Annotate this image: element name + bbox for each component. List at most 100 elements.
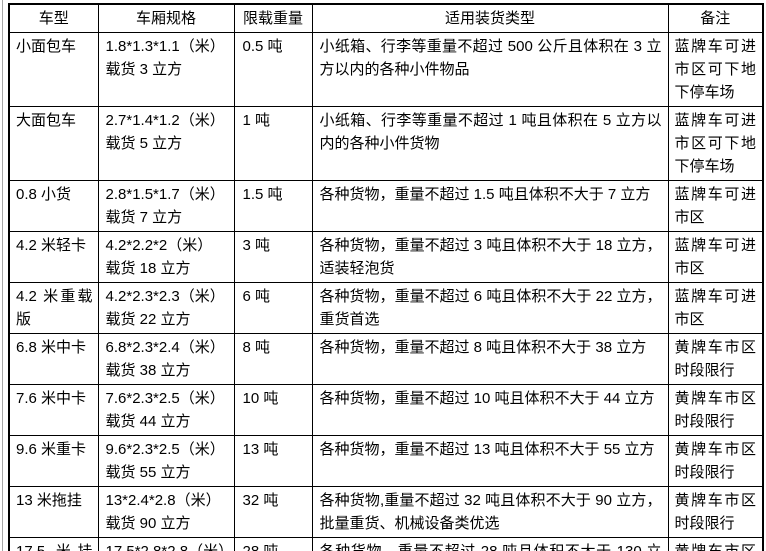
vehicle-type-cell[interactable]: 7.6 米中卡 (8, 383, 99, 436)
remarks-text: 蓝牌车可进市区 (674, 236, 757, 277)
vehicle-type-text: 7.6 米中卡 (16, 389, 87, 407)
vehicle-type-text: 大面包车 (16, 111, 77, 129)
remarks-cell[interactable]: 黄牌车市区时段限行 (667, 536, 764, 551)
load-limit-cell[interactable]: 8 吨 (233, 332, 313, 385)
header-cargo-type[interactable]: 适用装货类型 (311, 3, 669, 33)
cargo-desc-cell[interactable]: 各种货物，重量不超过 8 吨且体积不大于 38 立方 (311, 332, 669, 385)
vehicle-type-text: 4.2 米轻卡 (16, 236, 87, 254)
box-spec-cell[interactable]: 6.8*2.3*2.4（米） 载货 38 立方 (97, 332, 235, 385)
vehicle-type-cell[interactable]: 9.6 米重卡 (8, 434, 99, 487)
box-spec-cell[interactable]: 1.8*1.3*1.1（米） 载货 3 立方 (97, 31, 235, 107)
cargo-desc-text: 小纸箱、行李等重量不超过 1 吨且体积在 5 立方以内的各种小件货物 (319, 111, 662, 152)
table-row: 7.6 米中卡 7.6*2.3*2.5（米） 载货 44 立方 10 吨 各种货… (8, 383, 764, 436)
spec-dimensions: 7.6*2.3*2.5（米） (105, 389, 225, 407)
load-limit-cell[interactable]: 6 吨 (233, 281, 313, 334)
cargo-desc-text: 各种货物，重量不超过 13 吨且体积不大于 55 立方 (319, 440, 655, 458)
header-vehicle-type[interactable]: 车型 (8, 3, 99, 33)
cargo-desc-cell[interactable]: 各种货物，重量不超过 28 吨且体积不大于 130 立方，批量轻泡货、机械设备类… (311, 536, 669, 551)
spec-dimensions: 2.8*1.5*1.7（米） (105, 185, 225, 203)
spec-dimensions: 4.2*2.2*2（米） (105, 236, 213, 254)
cargo-desc-text: 各种货物，重量不超过 3 吨且体积不大于 18 立方，适装轻泡货 (319, 236, 662, 277)
remarks-cell[interactable]: 蓝牌车可进市区 (667, 281, 764, 334)
cargo-desc-cell[interactable]: 各种货物，重量不超过 13 吨且体积不大于 55 立方 (311, 434, 669, 487)
remarks-text: 黄牌车市区时段限行 (674, 389, 757, 430)
box-spec-cell[interactable]: 4.2*2.3*2.3（米） 载货 22 立方 (97, 281, 235, 334)
vehicle-type-cell[interactable]: 4.2 米轻卡 (8, 230, 99, 283)
cargo-desc-cell[interactable]: 小纸箱、行李等重量不超过 1 吨且体积在 5 立方以内的各种小件货物 (311, 105, 669, 181)
spec-dimensions: 4.2*2.3*2.3（米） (105, 287, 225, 305)
box-spec-cell[interactable]: 13*2.4*2.8（米） 载货 90 立方 (97, 485, 235, 538)
box-spec-cell[interactable]: 17.5*2.8*2.8（米） 载货 130 立方 (97, 536, 235, 551)
table-row: 6.8 米中卡 6.8*2.3*2.4（米） 载货 38 立方 8 吨 各种货物… (8, 332, 764, 385)
load-limit-text: 1.5 吨 (242, 185, 283, 203)
vehicle-type-cell[interactable]: 大面包车 (8, 105, 99, 181)
vehicle-type-text: 4.2 米重载版 (16, 287, 93, 328)
remarks-cell[interactable]: 蓝牌车可进市区可下地下停车场 (667, 105, 764, 181)
load-limit-text: 6 吨 (242, 287, 271, 305)
load-limit-cell[interactable]: 13 吨 (233, 434, 313, 487)
vehicle-type-text: 17.5 米挂车 (16, 542, 93, 551)
box-spec-cell[interactable]: 9.6*2.3*2.5（米） 载货 55 立方 (97, 434, 235, 487)
load-limit-cell[interactable]: 3 吨 (233, 230, 313, 283)
remarks-cell[interactable]: 蓝牌车可进市区可下地下停车场 (667, 31, 764, 107)
vehicle-type-cell[interactable]: 4.2 米重载版 (8, 281, 99, 334)
cargo-desc-text: 各种货物，重量不超过 28 吨且体积不大于 130 立方，批量轻泡货、机械设备类… (319, 542, 662, 551)
vehicle-type-text: 13 米拖挂 (16, 491, 82, 509)
cargo-desc-cell[interactable]: 各种货物，重量不超过 6 吨且体积不大于 22 立方，重货首选 (311, 281, 669, 334)
spec-volume: 载货 18 立方 (105, 259, 191, 277)
cargo-desc-cell[interactable]: 各种货物，重量不超过 1.5 吨且体积不大于 7 立方 (311, 179, 669, 232)
spec-volume: 载货 44 立方 (105, 412, 191, 430)
vehicle-type-cell[interactable]: 小面包车 (8, 31, 99, 107)
cargo-desc-cell[interactable]: 各种货物，重量不超过 3 吨且体积不大于 18 立方，适装轻泡货 (311, 230, 669, 283)
load-limit-text: 1 吨 (242, 111, 271, 129)
box-spec-cell[interactable]: 2.8*1.5*1.7（米） 载货 7 立方 (97, 179, 235, 232)
cargo-desc-text: 小纸箱、行李等重量不超过 500 公斤且体积在 3 立方以内的各种小件物品 (319, 37, 662, 78)
vehicle-type-text: 小面包车 (16, 37, 77, 55)
load-limit-cell[interactable]: 28 吨 (233, 536, 313, 551)
table-row: 大面包车 2.7*1.4*1.2（米） 载货 5 立方 1 吨 小纸箱、行李等重… (8, 105, 764, 181)
spec-volume: 载货 5 立方 (105, 134, 183, 152)
spec-volume: 载货 38 立方 (105, 361, 191, 379)
cargo-desc-text: 各种货物，重量不超过 8 吨且体积不大于 38 立方 (319, 338, 647, 356)
cargo-desc-cell[interactable]: 小纸箱、行李等重量不超过 500 公斤且体积在 3 立方以内的各种小件物品 (311, 31, 669, 107)
table-row: 4.2 米重载版 4.2*2.3*2.3（米） 载货 22 立方 6 吨 各种货… (8, 281, 764, 334)
vehicle-type-cell[interactable]: 6.8 米中卡 (8, 332, 99, 385)
box-spec-cell[interactable]: 7.6*2.3*2.5（米） 载货 44 立方 (97, 383, 235, 436)
header-load-limit[interactable]: 限载重量 (233, 3, 313, 33)
vehicle-type-cell[interactable]: 13 米拖挂 (8, 485, 99, 538)
vehicle-type-cell[interactable]: 17.5 米挂车 (8, 536, 99, 551)
remarks-cell[interactable]: 黄牌车市区时段限行 (667, 383, 764, 436)
box-spec-cell[interactable]: 4.2*2.2*2（米） 载货 18 立方 (97, 230, 235, 283)
table-row: 13 米拖挂 13*2.4*2.8（米） 载货 90 立方 32 吨 各种货物,… (8, 485, 764, 538)
table-header-row: 车型 车厢规格 限载重量 适用装货类型 备注 (8, 3, 764, 33)
remarks-cell[interactable]: 黄牌车市区时段限行 (667, 485, 764, 538)
cargo-desc-text: 各种货物，重量不超过 10 吨且体积不大于 44 立方 (319, 389, 655, 407)
vehicle-type-text: 0.8 小货 (16, 185, 72, 203)
header-box-spec[interactable]: 车厢规格 (97, 3, 235, 33)
remarks-text: 蓝牌车可进市区 (674, 185, 757, 226)
vehicle-type-cell[interactable]: 0.8 小货 (8, 179, 99, 232)
cargo-desc-cell[interactable]: 各种货物,重量不超过 32 吨且体积不大于 90 立方，批量重货、机械设备类优选 (311, 485, 669, 538)
vehicle-table: 车型 车厢规格 限载重量 适用装货类型 备注 小面包车 1.8*1.3*1.1（… (8, 3, 764, 551)
load-limit-cell[interactable]: 1.5 吨 (233, 179, 313, 232)
remarks-cell[interactable]: 蓝牌车可进市区 (667, 179, 764, 232)
remarks-cell[interactable]: 蓝牌车可进市区 (667, 230, 764, 283)
spec-dimensions: 2.7*1.4*1.2（米） (105, 111, 225, 129)
remarks-text: 黄牌车市区时段限行 (674, 491, 757, 532)
load-limit-cell[interactable]: 1 吨 (233, 105, 313, 181)
spec-dimensions: 6.8*2.3*2.4（米） (105, 338, 225, 356)
load-limit-text: 0.5 吨 (242, 37, 283, 55)
remarks-cell[interactable]: 黄牌车市区时段限行 (667, 434, 764, 487)
box-spec-cell[interactable]: 2.7*1.4*1.2（米） 载货 5 立方 (97, 105, 235, 181)
load-limit-cell[interactable]: 10 吨 (233, 383, 313, 436)
table-row: 0.8 小货 2.8*1.5*1.7（米） 载货 7 立方 1.5 吨 各种货物… (8, 179, 764, 232)
remarks-cell[interactable]: 黄牌车市区时段限行 (667, 332, 764, 385)
load-limit-cell[interactable]: 0.5 吨 (233, 31, 313, 107)
spec-volume: 载货 90 立方 (105, 514, 191, 532)
cargo-desc-cell[interactable]: 各种货物，重量不超过 10 吨且体积不大于 44 立方 (311, 383, 669, 436)
load-limit-text: 13 吨 (242, 440, 279, 458)
load-limit-cell[interactable]: 32 吨 (233, 485, 313, 538)
spec-volume: 载货 7 立方 (105, 208, 183, 226)
spec-dimensions: 17.5*2.8*2.8（米） (105, 542, 234, 551)
header-remarks[interactable]: 备注 (667, 3, 764, 33)
